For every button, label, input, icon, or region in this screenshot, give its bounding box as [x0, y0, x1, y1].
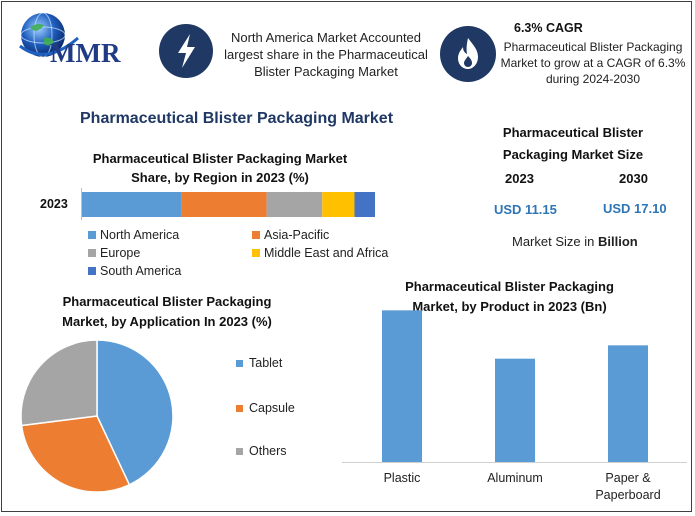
legend-label: Europe [100, 246, 141, 260]
legend-label: South America [100, 264, 182, 278]
year-2030-label: 2030 [619, 171, 648, 186]
region-segment-north-america [82, 192, 182, 217]
legend-swatch [88, 267, 96, 275]
region-segment-asia-pacific [181, 192, 267, 217]
market-value-2030: USD 17.10 [603, 201, 667, 216]
legend-label: Asia-Pacific [264, 228, 330, 242]
legend-middle-east-africa: Middle East and Africa [252, 246, 388, 260]
legend-label: North America [100, 228, 180, 242]
cagr-title: 6.3% CAGR [514, 21, 583, 35]
lightning-circle [159, 24, 213, 78]
product-bar-chart: Plastic Aluminum Paper & Paperboard [342, 302, 687, 502]
legend-label: Middle East and Africa [264, 246, 389, 260]
market-size-title: Pharmaceutical Blister Packaging Market … [502, 125, 644, 162]
pie-slice-capsule [20, 415, 131, 493]
legend-swatch [88, 249, 96, 257]
pie-legend-tablet: Tablet [236, 356, 282, 370]
north-america-highlight: North America Market Accounted largest s… [224, 30, 428, 79]
region-category-label: 2023 [40, 197, 68, 211]
note-prefix: Market Size in [512, 234, 598, 249]
region-segment-south-america [354, 192, 375, 217]
pie-slice-tablet [96, 339, 174, 486]
lightning-icon [178, 34, 195, 68]
pie-svg [20, 339, 174, 493]
region-bar-svg [82, 192, 375, 217]
product-tick-label: Paper & Paperboard [595, 471, 660, 502]
pie-legend-capsule: Capsule [236, 401, 295, 415]
product-tick-label: Plastic [384, 471, 421, 485]
legend-asia-pacific: Asia-Pacific [252, 228, 329, 242]
year-2023-label: 2023 [505, 171, 534, 186]
region-axis-line [81, 188, 82, 220]
page-title: Pharmaceutical Blister Packaging Market [80, 110, 394, 127]
region-segment-europe [266, 192, 323, 217]
product-bar-plastic [382, 310, 422, 462]
legend-europe: Europe [88, 246, 140, 260]
note-unit: Billion [597, 234, 638, 249]
legend-label: Capsule [249, 401, 295, 415]
flame-circle [440, 26, 496, 82]
region-segment-middle-east-and-africa [322, 192, 355, 217]
legend-swatch [88, 231, 96, 239]
product-bar-aluminum [495, 358, 535, 462]
legend-label: Others [249, 444, 287, 458]
market-size-note: Market Size in Billion [512, 234, 638, 249]
application-pie [18, 337, 176, 495]
pie-legend-others: Others [236, 444, 287, 458]
cagr-description: Pharmaceutical Blister Packaging Market … [500, 40, 686, 86]
legend-swatch [252, 231, 260, 239]
globe-icon [19, 12, 79, 58]
region-stacked-bar [82, 192, 375, 217]
mmr-logo: MMR [16, 8, 144, 70]
legend-swatch [236, 404, 243, 412]
product-bar-paper-paperboard [608, 345, 648, 462]
product-chart-title: Pharmaceutical Blister Packaging Market,… [405, 279, 614, 314]
market-value-2023: USD 11.15 [494, 202, 557, 217]
application-chart-title: Pharmaceutical Blister Packaging Market,… [62, 294, 272, 329]
product-bar-svg: Plastic Aluminum Paper & Paperboard [342, 310, 687, 502]
legend-north-america: North America [88, 228, 179, 242]
legend-south-america: South America [88, 264, 181, 278]
legend-swatch [236, 447, 243, 455]
flame-icon [458, 38, 478, 69]
product-tick-label: Aluminum [487, 471, 543, 485]
legend-swatch [236, 359, 243, 367]
logo-text: MMR [50, 38, 121, 68]
pie-slice-others [20, 339, 98, 427]
region-chart-title: Pharmaceutical Blister Packaging Market … [92, 151, 348, 185]
legend-swatch [252, 249, 260, 257]
legend-label: Tablet [249, 356, 283, 370]
